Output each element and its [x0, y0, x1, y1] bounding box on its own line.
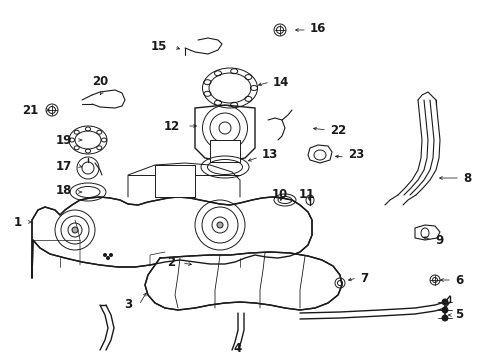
Polygon shape	[145, 252, 341, 310]
Polygon shape	[414, 225, 439, 240]
Ellipse shape	[441, 299, 447, 305]
Polygon shape	[155, 165, 195, 197]
Text: 11: 11	[298, 188, 314, 201]
Text: 9: 9	[434, 234, 442, 247]
Text: 7: 7	[359, 271, 367, 284]
Ellipse shape	[106, 256, 109, 260]
Polygon shape	[195, 105, 254, 162]
Polygon shape	[307, 145, 331, 163]
Polygon shape	[32, 197, 311, 278]
Polygon shape	[209, 140, 240, 162]
Text: 17: 17	[56, 159, 72, 172]
Text: 6: 6	[454, 274, 462, 287]
Text: 19: 19	[56, 134, 72, 147]
Text: 22: 22	[329, 123, 346, 136]
Text: 20: 20	[92, 75, 108, 88]
Text: 5: 5	[454, 309, 462, 321]
Text: 16: 16	[309, 22, 325, 35]
Text: 8: 8	[462, 171, 470, 184]
Ellipse shape	[103, 253, 106, 256]
Text: 14: 14	[272, 76, 289, 89]
Text: 18: 18	[56, 184, 72, 197]
Text: 21: 21	[21, 104, 38, 117]
Text: 12: 12	[163, 120, 180, 132]
Ellipse shape	[217, 222, 223, 228]
Text: 4: 4	[233, 342, 242, 355]
Text: 3: 3	[123, 298, 132, 311]
Ellipse shape	[109, 253, 112, 256]
Ellipse shape	[441, 307, 447, 313]
Ellipse shape	[72, 227, 78, 233]
Text: 10: 10	[271, 188, 287, 201]
Text: 23: 23	[347, 148, 364, 162]
Text: 15: 15	[150, 40, 167, 54]
Ellipse shape	[441, 315, 447, 321]
Text: 1: 1	[14, 216, 22, 229]
Text: 2: 2	[166, 256, 175, 270]
Text: 13: 13	[262, 148, 278, 161]
